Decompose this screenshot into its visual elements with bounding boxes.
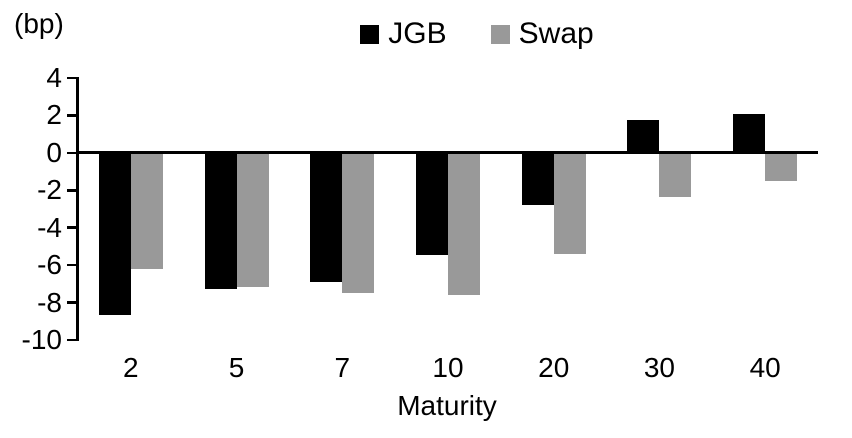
bar-swap-maturity-7 <box>342 154 375 293</box>
bar-jgb-maturity-10 <box>416 154 448 256</box>
zero-line <box>76 151 818 155</box>
bar-swap-maturity-5 <box>236 154 269 288</box>
y-axis-line <box>76 78 79 340</box>
bar-jgb-maturity-40 <box>733 113 766 152</box>
y-tick-label: 4 <box>46 62 62 93</box>
x-tick-label: 10 <box>432 352 464 383</box>
bar-swap-maturity-30 <box>659 154 692 198</box>
x-tick-label: 20 <box>538 352 570 383</box>
legend-label: JGB <box>388 17 447 50</box>
legend-item-jgb: JGB <box>360 17 447 51</box>
bar-swap-maturity-2 <box>130 154 163 269</box>
y-tick <box>67 76 79 80</box>
bar-swap-maturity-40 <box>765 154 798 181</box>
x-axis-title: Maturity <box>397 390 497 421</box>
bar-swap-maturity-20 <box>553 154 586 254</box>
legend-swatch-icon <box>360 24 380 44</box>
bar-jgb-maturity-7 <box>310 154 343 282</box>
x-tick-label: 30 <box>643 352 675 383</box>
y-tick-label: -2 <box>37 174 62 206</box>
x-tick-label: 2 <box>123 352 139 383</box>
y-tick-label: -4 <box>37 211 62 243</box>
bar-jgb-maturity-5 <box>204 154 237 290</box>
y-tick <box>67 338 79 342</box>
y-tick-label: -6 <box>37 249 62 281</box>
legend-swatch-icon <box>490 24 510 44</box>
y-tick-label: 0 <box>46 136 62 168</box>
y-tick <box>67 189 79 192</box>
bar-jgb-maturity-20 <box>521 154 554 205</box>
y-axis-unit-label: (bp) <box>14 8 64 39</box>
y-tick <box>67 151 79 155</box>
y-tick-label: -8 <box>37 286 62 318</box>
y-tick-label: 2 <box>46 99 62 131</box>
x-tick-label: 40 <box>749 352 781 383</box>
legend-label: Swap <box>518 17 594 50</box>
x-tick-label: 5 <box>228 352 245 383</box>
y-tick <box>67 263 79 267</box>
y-tick-label: -10 <box>21 324 62 355</box>
x-tick-label: 7 <box>334 352 351 383</box>
legend: JGB Swap <box>51 17 852 51</box>
y-tick <box>67 114 79 117</box>
bar-jgb-maturity-30 <box>627 119 660 152</box>
bar-jgb-maturity-2 <box>98 154 131 316</box>
y-tick <box>67 226 79 229</box>
y-tick <box>67 301 79 304</box>
bar-swap-maturity-10 <box>448 154 480 295</box>
legend-item-swap: Swap <box>490 17 594 51</box>
